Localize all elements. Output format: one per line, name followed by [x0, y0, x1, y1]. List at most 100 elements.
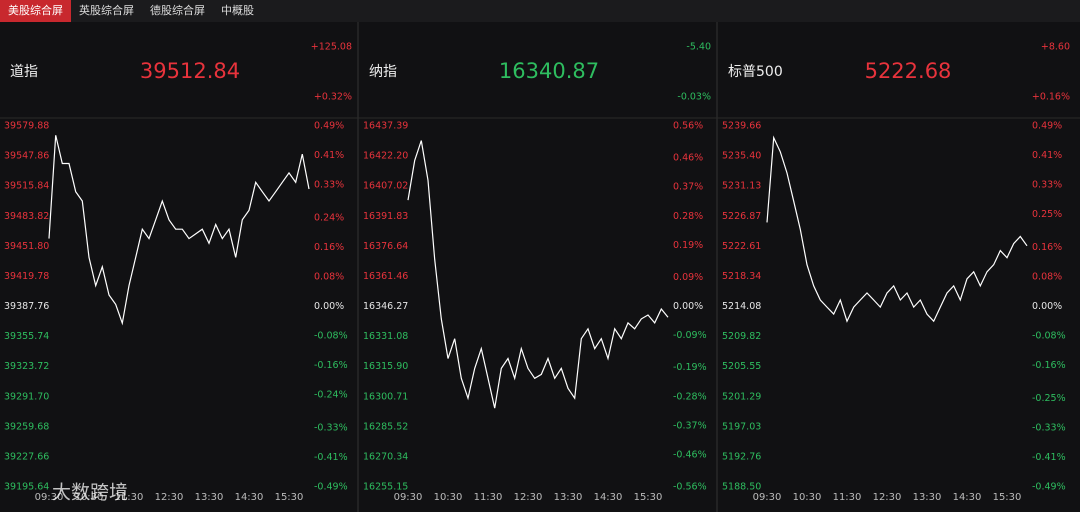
- x-tick-label: 15:30: [634, 492, 663, 503]
- y-tick-label: 16361.46: [363, 271, 408, 282]
- y2-tick-label: 0.56%: [673, 121, 703, 132]
- y2-tick-label: -0.41%: [314, 452, 348, 463]
- y2-tick-label: 0.46%: [673, 153, 703, 164]
- x-tick-label: 15:30: [275, 492, 304, 503]
- y-tick-label: 16331.08: [363, 331, 408, 342]
- x-tick-label: 11:30: [115, 492, 144, 503]
- tab[interactable]: 德股综合屏: [150, 4, 205, 17]
- y-tick-label: 5222.61: [722, 241, 761, 252]
- index-name: 道指: [10, 64, 38, 80]
- price-line: [766, 135, 1028, 323]
- y-tick-label: 16391.83: [363, 211, 408, 222]
- y2-tick-label: 0.49%: [1032, 121, 1062, 132]
- background: [0, 22, 1080, 512]
- y2-tick-label: -0.16%: [1032, 360, 1066, 371]
- y2-tick-label: -0.08%: [1032, 330, 1066, 341]
- y2-tick-label: 0.00%: [673, 301, 703, 312]
- y-tick-label: 39483.82: [4, 211, 49, 222]
- y-tick-label: 39355.74: [4, 331, 49, 342]
- x-tick-label: 09:30: [35, 492, 64, 503]
- x-tick-label: 11:30: [833, 492, 862, 503]
- tab[interactable]: 英股综合屏: [79, 4, 134, 17]
- y2-tick-label: 0.16%: [314, 242, 344, 253]
- y2-tick-label: 0.37%: [673, 182, 703, 193]
- price-line: [407, 140, 669, 409]
- y-tick-label: 5201.29: [722, 391, 761, 402]
- y2-tick-label: -0.41%: [1032, 452, 1066, 463]
- y-tick-label: 16285.52: [363, 421, 408, 432]
- y2-tick-label: -0.49%: [1032, 482, 1066, 493]
- y2-tick-label: -0.08%: [314, 330, 348, 341]
- index-price: 5222.68: [865, 59, 952, 83]
- y2-tick-label: 0.24%: [314, 213, 344, 224]
- y-tick-label: 39547.86: [4, 151, 49, 162]
- y-tick-label: 5239.66: [722, 121, 761, 132]
- y-tick-label: 5209.82: [722, 331, 761, 342]
- y-tick-label: 5214.08: [722, 301, 761, 312]
- x-tick-label: 14:30: [235, 492, 264, 503]
- index-change-pct: -0.03%: [677, 92, 711, 103]
- x-tick-label: 15:30: [993, 492, 1022, 503]
- y2-tick-label: -0.56%: [673, 482, 707, 493]
- y-tick-label: 5226.87: [722, 211, 761, 222]
- y-tick-label: 39451.80: [4, 241, 49, 252]
- x-tick-label: 11:30: [474, 492, 503, 503]
- y-tick-label: 16437.39: [363, 121, 408, 132]
- y-tick-label: 16300.71: [363, 391, 408, 402]
- x-tick-label: 12:30: [873, 492, 902, 503]
- y2-tick-label: 0.08%: [314, 272, 344, 283]
- y2-tick-label: -0.37%: [673, 420, 707, 431]
- y2-tick-label: 0.08%: [1032, 272, 1062, 283]
- y2-tick-label: 0.19%: [673, 240, 703, 251]
- y2-tick-label: 0.25%: [1032, 209, 1062, 220]
- y-tick-label: 39579.88: [4, 121, 49, 132]
- y2-tick-label: -0.16%: [314, 360, 348, 371]
- x-tick-label: 12:30: [514, 492, 543, 503]
- x-tick-label: 14:30: [953, 492, 982, 503]
- index-price: 39512.84: [140, 59, 240, 83]
- y2-tick-label: -0.33%: [314, 423, 348, 434]
- y-tick-label: 39515.84: [4, 181, 49, 192]
- index-name: 标普500: [728, 64, 783, 80]
- y2-tick-label: 0.28%: [673, 211, 703, 222]
- index-change-pct: +0.16%: [1032, 92, 1070, 103]
- x-tick-label: 10:30: [434, 492, 463, 503]
- x-tick-label: 13:30: [913, 492, 942, 503]
- index-change: +8.60: [1041, 42, 1070, 53]
- tab[interactable]: 美股综合屏: [0, 0, 71, 22]
- y2-tick-label: -0.49%: [314, 482, 348, 493]
- y2-tick-label: -0.19%: [673, 362, 707, 373]
- tab-bar: 美股综合屏 英股综合屏 德股综合屏 中概股: [0, 0, 1080, 22]
- y-tick-label: 39195.64: [4, 482, 49, 493]
- y2-tick-label: 0.09%: [673, 272, 703, 283]
- x-tick-label: 09:30: [394, 492, 423, 503]
- y2-tick-label: -0.09%: [673, 330, 707, 341]
- y-tick-label: 16422.20: [363, 151, 408, 162]
- y-tick-label: 39259.68: [4, 421, 49, 432]
- y2-tick-label: 0.33%: [1032, 179, 1062, 190]
- y-tick-label: 16407.02: [363, 181, 408, 192]
- x-tick-label: 14:30: [594, 492, 623, 503]
- index-price: 16340.87: [499, 59, 599, 83]
- x-tick-label: 13:30: [554, 492, 583, 503]
- y2-tick-label: 0.00%: [1032, 301, 1062, 312]
- y2-tick-label: -0.28%: [673, 391, 707, 402]
- y-tick-label: 16255.15: [363, 482, 408, 493]
- y-tick-label: 5218.34: [722, 271, 761, 282]
- y-tick-label: 16315.90: [363, 361, 408, 372]
- y-tick-label: 5188.50: [722, 482, 761, 493]
- y2-tick-label: 0.00%: [314, 301, 344, 312]
- price-line: [48, 135, 310, 326]
- y2-tick-label: -0.25%: [1032, 393, 1066, 404]
- x-tick-label: 12:30: [155, 492, 184, 503]
- y-tick-label: 16270.34: [363, 451, 408, 462]
- y2-tick-label: 0.41%: [1032, 150, 1062, 161]
- index-change-pct: +0.32%: [314, 92, 352, 103]
- y-tick-label: 39227.66: [4, 451, 49, 462]
- y-tick-label: 39291.70: [4, 391, 49, 402]
- tab[interactable]: 中概股: [221, 4, 254, 17]
- index-change: -5.40: [686, 42, 711, 53]
- x-tick-label: 10:30: [75, 492, 104, 503]
- y-tick-label: 16376.64: [363, 241, 408, 252]
